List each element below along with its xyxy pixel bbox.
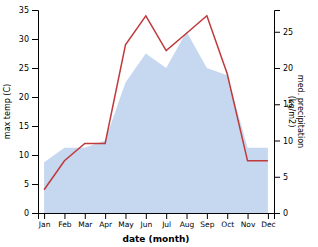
tick: Sep <box>200 213 214 229</box>
tick-label: Apr <box>99 220 113 229</box>
tick-mark <box>248 213 249 219</box>
tick-mark <box>227 213 228 219</box>
tick-mark <box>274 32 280 33</box>
tick: Jun <box>139 213 152 229</box>
tick-label: 20 <box>19 93 29 102</box>
tick: 25 <box>19 64 38 73</box>
tick-label: Dec <box>261 220 276 229</box>
tick-mark <box>32 126 38 127</box>
tick-label: Oct <box>221 220 234 229</box>
tick-label: Feb <box>58 220 72 229</box>
tick: Apr <box>99 213 113 229</box>
temperature-line <box>44 16 268 190</box>
tick-label: Jun <box>139 220 152 229</box>
tick-label: 10 <box>283 137 293 146</box>
tick-mark <box>105 213 106 219</box>
tick: 10 <box>19 151 38 160</box>
tick-label: 20 <box>283 64 293 73</box>
tick-label: 10 <box>19 151 29 160</box>
tick: May <box>118 213 134 229</box>
y-axis-title: max temp (C) <box>3 84 12 139</box>
tick: 5 <box>274 173 288 182</box>
tick: Nov <box>241 213 256 229</box>
tick: Dec <box>261 213 276 229</box>
tick: 25 <box>274 28 293 37</box>
axis-line <box>275 11 281 214</box>
tick: 30 <box>19 35 38 44</box>
tick-mark <box>166 213 167 219</box>
chart: 051015202530350510152025JanFebMarAprMayJ… <box>0 0 318 247</box>
tick-label: Aug <box>180 220 195 229</box>
tick-label: 35 <box>19 6 29 15</box>
tick-mark <box>85 213 86 219</box>
tick-label: Jul <box>161 220 171 229</box>
tick-mark <box>207 213 208 219</box>
y-axis: 0 5 10 15 20 25 30 35 <box>19 6 39 218</box>
tick-label: May <box>118 220 134 229</box>
tick: 15 <box>19 122 38 131</box>
axis-line <box>32 11 39 214</box>
tick-label: 25 <box>283 28 293 37</box>
tick: 20 <box>19 93 38 102</box>
tick: 0 <box>274 209 288 218</box>
tick-label: 25 <box>19 64 29 73</box>
tick-mark <box>274 104 280 105</box>
tick-mark <box>32 97 38 98</box>
tick: Aug <box>180 213 195 229</box>
tick: 20 <box>274 64 293 73</box>
tick: Mar <box>78 213 93 229</box>
title-line: med. precipitation <box>296 75 305 148</box>
tick-mark <box>32 213 38 214</box>
tick-label: 0 <box>283 209 288 218</box>
tick: Jan <box>38 213 51 229</box>
tick-mark <box>125 213 126 219</box>
tick-label: 30 <box>19 35 29 44</box>
tick-mark <box>32 39 38 40</box>
chart-container: 051015202530350510152025JanFebMarAprMayJ… <box>0 0 318 247</box>
tick-mark <box>268 213 269 219</box>
tick-label: 5 <box>24 180 29 189</box>
tick-mark <box>187 213 188 219</box>
precipitation-area <box>44 32 268 213</box>
tick: Feb <box>58 213 72 229</box>
tick-label: 5 <box>283 173 288 182</box>
tick-mark <box>32 184 38 185</box>
tick-label: Sep <box>200 220 214 229</box>
tick-label: Jan <box>38 220 51 229</box>
marks <box>44 16 268 213</box>
y2-axis-title: med. precipitation(kg/m2) <box>287 75 305 148</box>
tick: 5 <box>24 180 38 189</box>
tick-label: Mar <box>78 220 93 229</box>
tick: 35 <box>19 6 38 15</box>
tick-mark <box>64 213 65 219</box>
tick-mark <box>274 141 280 142</box>
title-line: (kg/m2) <box>287 96 296 128</box>
tick-mark <box>32 155 38 156</box>
tick-label: Nov <box>241 220 256 229</box>
tick: Jul <box>161 213 171 229</box>
tick: Oct <box>221 213 234 229</box>
tick: 0 <box>24 209 38 218</box>
tick-label: 0 <box>24 209 29 218</box>
x-axis: Jan Feb Mar Apr May Jun Jul Aug Sep Oct Nov Dec <box>38 213 276 229</box>
tick-mark <box>32 68 38 69</box>
plot: 051015202530350510152025JanFebMarAprMayJ… <box>3 6 305 244</box>
tick-mark <box>146 213 147 219</box>
tick: 10 <box>274 137 293 146</box>
x-axis-title: date (month) <box>123 234 190 244</box>
axis-line <box>39 214 275 220</box>
tick-mark <box>274 68 280 69</box>
tick-mark <box>44 213 45 219</box>
tick-mark <box>274 177 280 178</box>
tick-label: 15 <box>19 122 29 131</box>
tick-mark <box>32 10 38 11</box>
